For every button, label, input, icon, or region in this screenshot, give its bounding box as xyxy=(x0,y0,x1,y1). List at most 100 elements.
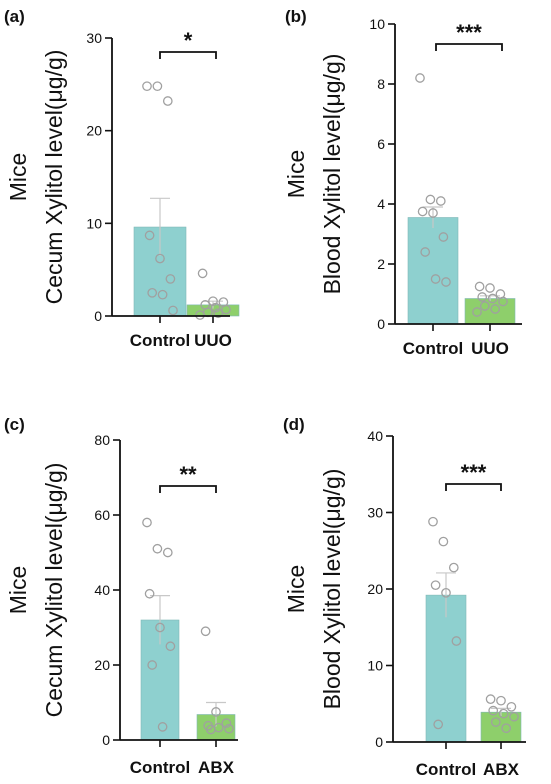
data-point-control xyxy=(165,641,176,652)
significance-bracket xyxy=(445,483,502,491)
data-point-control xyxy=(441,587,451,598)
y-axis-title: Blood Xylitol level(μg/g) xyxy=(319,54,345,295)
data-point-uuo xyxy=(472,307,482,317)
y-tick-label: 10 xyxy=(367,658,383,674)
data-point-control xyxy=(147,660,158,670)
y-axis-title: Cecum Xylitol level(μg/g) xyxy=(41,463,67,718)
panel-b: (b) Mice Blood Xylitol level(μg/g) Control U… xyxy=(283,7,522,358)
data-point-control xyxy=(152,543,163,554)
data-point-control xyxy=(417,206,428,217)
panel-d: (d) Mice Blood Xylitol level(μg/g) Control A… xyxy=(283,415,526,779)
data-point-control xyxy=(147,287,158,298)
data-point-control xyxy=(168,305,178,316)
data-point-control xyxy=(144,230,155,241)
x-tick-label: Control xyxy=(130,758,190,777)
y-tick-label: 20 xyxy=(86,123,102,139)
y-axis-title-top: Mice xyxy=(5,566,31,615)
x-tick-label: Control xyxy=(403,339,463,358)
panel-label: (a) xyxy=(4,7,25,26)
x-tick-label: ABX xyxy=(483,760,520,779)
y-tick-label: 40 xyxy=(94,582,110,598)
data-point-control xyxy=(157,722,168,732)
data-point-abx xyxy=(496,695,506,706)
y-tick-label: 6 xyxy=(377,136,385,152)
data-point-uuo xyxy=(477,292,488,302)
y-tick-label: 80 xyxy=(94,432,110,448)
data-point-control xyxy=(162,547,173,558)
data-point-control xyxy=(430,274,441,284)
data-point-control xyxy=(425,194,436,205)
data-point-control xyxy=(142,517,152,528)
panel-label: (b) xyxy=(285,7,307,26)
y-axis-title-top: Mice xyxy=(5,153,31,202)
data-point-control xyxy=(157,289,168,300)
x-tick-label: Control xyxy=(130,331,190,350)
data-point-control xyxy=(428,516,438,527)
data-point-abx xyxy=(485,694,496,705)
data-point-uuo xyxy=(208,296,218,307)
y-tick-label: 40 xyxy=(367,428,383,444)
panel-c: (c) Mice Cecum Xylitol level(μg/g) Control A… xyxy=(4,415,238,777)
data-point-abx xyxy=(488,705,499,716)
y-axis-title: Cecum Xylitol level(μg/g) xyxy=(41,50,67,305)
data-point-uuo xyxy=(498,296,508,307)
data-point-abx xyxy=(205,724,216,735)
data-point-control xyxy=(155,622,165,633)
data-point-control xyxy=(435,196,446,206)
data-point-control xyxy=(162,96,173,106)
y-axis-title-top: Mice xyxy=(283,150,309,199)
data-point-control xyxy=(142,81,152,92)
data-point-uuo xyxy=(197,268,208,279)
significance-bracket xyxy=(435,43,503,51)
data-point-control xyxy=(428,208,438,218)
y-tick-label: 60 xyxy=(94,507,110,523)
x-tick-label: ABX xyxy=(198,758,235,777)
data-point-control xyxy=(144,588,155,599)
data-point-control xyxy=(420,247,431,257)
data-point-control xyxy=(430,580,441,591)
bar-control xyxy=(425,594,467,743)
bar-control xyxy=(407,217,459,325)
data-point-control xyxy=(433,719,444,730)
y-tick-label: 30 xyxy=(367,505,383,521)
data-point-control xyxy=(438,536,449,547)
x-tick-label: UUO xyxy=(471,339,509,358)
data-point-abx xyxy=(498,708,509,719)
panel-label: (d) xyxy=(283,415,305,434)
panel-a: (a) Mice Cecum Xylitol level(μg/g) Control U… xyxy=(4,7,240,350)
data-point-control xyxy=(451,636,462,646)
y-tick-label: 0 xyxy=(102,732,110,748)
data-point-uuo xyxy=(213,308,224,319)
data-point-abx xyxy=(509,711,519,722)
y-tick-label: 0 xyxy=(375,734,383,750)
y-tick-label: 8 xyxy=(377,76,385,92)
data-point-uuo xyxy=(210,302,221,313)
data-point-control xyxy=(152,81,163,92)
data-point-abx xyxy=(224,723,234,734)
data-point-abx xyxy=(221,718,232,728)
data-point-abx xyxy=(211,707,221,717)
y-tick-label: 0 xyxy=(377,316,385,332)
data-point-control xyxy=(155,253,165,264)
data-point-uuo xyxy=(487,293,498,304)
panel-label: (c) xyxy=(4,415,25,434)
data-point-uuo xyxy=(490,304,501,314)
data-point-uuo xyxy=(485,283,495,293)
x-tick-label: UUO xyxy=(194,331,232,350)
y-tick-label: 10 xyxy=(369,16,385,32)
significance-label: *** xyxy=(461,460,487,485)
data-point-control xyxy=(415,73,425,83)
y-tick-label: 4 xyxy=(377,196,385,212)
data-point-abx xyxy=(200,626,211,637)
data-point-abx xyxy=(490,717,501,727)
significance-bracket xyxy=(159,485,217,493)
y-tick-label: 2 xyxy=(377,256,385,272)
x-tick-label: Control xyxy=(416,760,476,779)
significance-label: ** xyxy=(179,462,197,487)
data-point-control xyxy=(165,274,176,284)
y-tick-label: 0 xyxy=(94,308,102,324)
y-axis-title: Blood Xylitol level(μg/g) xyxy=(319,469,345,710)
y-tick-label: 30 xyxy=(86,30,102,46)
data-point-uuo xyxy=(474,281,485,292)
